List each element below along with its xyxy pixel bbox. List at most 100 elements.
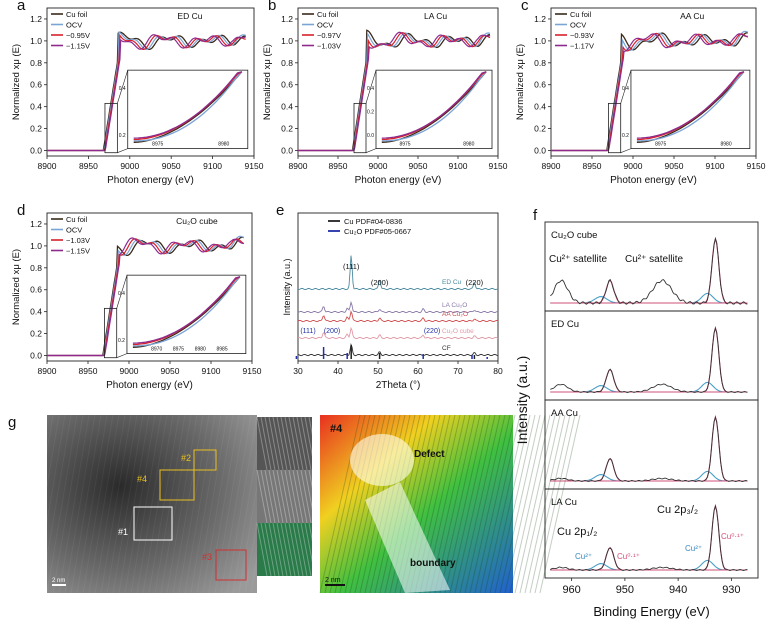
y-tick-label: 1.0 bbox=[281, 36, 293, 46]
trace-label: LA Cu₂O bbox=[442, 302, 467, 309]
xps-fit-cu2 bbox=[550, 470, 748, 482]
map-fringe bbox=[484, 414, 526, 594]
legend-entry: −1.15V bbox=[66, 247, 90, 256]
lattice-fringe bbox=[288, 469, 300, 524]
inset-series-2 bbox=[636, 71, 745, 142]
peak-label: (220) bbox=[466, 278, 484, 287]
annotation-satellite: Cu²⁺ satellite bbox=[549, 254, 608, 265]
panel-letter: d bbox=[17, 202, 25, 219]
lattice-crop-2 bbox=[257, 470, 312, 523]
xps-fit-cu01-12 bbox=[550, 279, 748, 304]
peak-label: (200) bbox=[324, 328, 340, 335]
y-tick-label: 0.0 bbox=[534, 146, 546, 156]
legend-entry: −1.03V bbox=[317, 42, 341, 51]
subplot-label: LA Cu bbox=[551, 497, 577, 508]
y-tick-label: 0.8 bbox=[534, 58, 546, 68]
x-tick-label: 940 bbox=[669, 584, 687, 596]
x-tick-label: 50 bbox=[373, 366, 383, 376]
inset-y-tick-label: 0.2 bbox=[119, 133, 126, 139]
texture-line bbox=[16, 414, 48, 594]
x-axis-label: Photon energy (eV) bbox=[610, 175, 697, 186]
x-tick-label: 9100 bbox=[202, 366, 221, 376]
texture-line bbox=[118, 414, 150, 594]
tem-panel: g #1 #2 #3 #4 2 nm #4 Defect boundary 2 nm bbox=[8, 414, 581, 594]
annotation-cu01: Cu⁰·¹⁺ bbox=[721, 532, 744, 541]
lattice-fringe bbox=[280, 469, 292, 524]
x-tick-label: 60 bbox=[413, 366, 423, 376]
xanes-panel-d: 8900 8950 9000 9050 9100 9150 0.0 0.2 0.4 0.6 0.8 1… bbox=[11, 202, 262, 391]
zoom-connector bbox=[365, 70, 377, 104]
xps-spectrum bbox=[550, 415, 748, 482]
texture-line bbox=[160, 414, 192, 594]
x-tick-label: 950 bbox=[616, 584, 634, 596]
y-tick-label: 0.0 bbox=[30, 146, 42, 156]
annotation-cu2: Cu²⁺ bbox=[685, 544, 702, 553]
zoom-box bbox=[608, 102, 622, 154]
texture-line bbox=[142, 414, 174, 594]
texture-line bbox=[172, 414, 204, 594]
inset-series-2 bbox=[132, 276, 241, 347]
inset-x-tick-label: 8975 bbox=[152, 142, 163, 148]
x-tick-label: 8950 bbox=[79, 161, 98, 171]
inset-x-tick-label: 8975 bbox=[173, 347, 184, 353]
lattice-fringe bbox=[308, 416, 320, 471]
x-tick-label: 70 bbox=[453, 366, 463, 376]
texture-line bbox=[220, 414, 252, 594]
legend-entry: Cu₂O PDF#05-0667 bbox=[344, 227, 411, 236]
texture-line bbox=[70, 414, 102, 594]
lattice-fringe bbox=[292, 469, 304, 524]
legend-entry: Cu foil bbox=[317, 10, 339, 19]
lattice-fringe bbox=[300, 416, 312, 471]
inset-frame bbox=[375, 69, 493, 150]
plot-frame bbox=[46, 7, 255, 157]
inset-y-tick-label: 0.0 bbox=[367, 133, 374, 139]
y-axis-label: Normalized xμ (E) bbox=[11, 44, 22, 120]
x-tick-label: 930 bbox=[722, 584, 740, 596]
y-axis-label: Normalized xμ (E) bbox=[262, 44, 273, 120]
lattice-fringe bbox=[284, 469, 296, 524]
map-fringe bbox=[539, 414, 581, 594]
map-fringe bbox=[449, 414, 491, 594]
inset-y-tick-label: 0.2 bbox=[622, 133, 629, 139]
legend-entry: OCV bbox=[570, 21, 586, 30]
y-tick-label: 0.4 bbox=[30, 102, 42, 112]
lattice-fringe bbox=[268, 522, 280, 577]
lattice-fringe bbox=[260, 469, 272, 524]
xps-panel: f Intensity (a.u.) Cu₂O cube ED Cu AA Cu LA C… bbox=[514, 207, 759, 619]
zoom-connector bbox=[620, 148, 632, 153]
map-fringe bbox=[439, 414, 481, 594]
x-tick-label: 8900 bbox=[38, 161, 57, 171]
y-tick-label: 0.8 bbox=[281, 58, 293, 68]
scale-bar-label: 2 nm bbox=[52, 578, 65, 584]
x-axis-label: Photon energy (eV) bbox=[355, 175, 442, 186]
texture-line bbox=[100, 414, 132, 594]
map-fringe bbox=[479, 414, 521, 594]
inset-y-tick-label: 0.2 bbox=[367, 109, 374, 115]
x-tick-label: 9000 bbox=[369, 161, 388, 171]
plot-frame bbox=[46, 212, 253, 362]
map-fringe bbox=[494, 414, 536, 594]
x-tick-label: 9150 bbox=[245, 161, 264, 171]
lattice-fringe bbox=[284, 522, 296, 577]
y-axis-label: Intensity (a.u.) bbox=[514, 356, 530, 445]
map-scale-label: 2 nm bbox=[325, 577, 341, 584]
zoom-box bbox=[353, 102, 367, 154]
x-tick-label: 9000 bbox=[624, 161, 643, 171]
x-tick-label: 9150 bbox=[489, 161, 508, 171]
region-label-4: #4 bbox=[137, 474, 147, 484]
lattice-fringe bbox=[272, 416, 284, 471]
lattice-fringe bbox=[288, 416, 300, 471]
map-fringe bbox=[434, 414, 476, 594]
y-tick-label: 0.2 bbox=[534, 124, 546, 134]
subplot-label: AA Cu bbox=[551, 408, 578, 419]
lattice-fringe bbox=[272, 522, 284, 577]
x-tick-label: 9150 bbox=[747, 161, 766, 171]
y-tick-label: 0.6 bbox=[534, 80, 546, 90]
lattice-fringe bbox=[292, 416, 304, 471]
lattice-fringe bbox=[280, 522, 292, 577]
x-tick-label: 8950 bbox=[583, 161, 602, 171]
x-tick-label: 9050 bbox=[161, 366, 180, 376]
y-tick-label: 0.2 bbox=[281, 124, 293, 134]
y-tick-label: 1.0 bbox=[30, 36, 42, 46]
inset-x-tick-label: 8985 bbox=[217, 347, 228, 353]
